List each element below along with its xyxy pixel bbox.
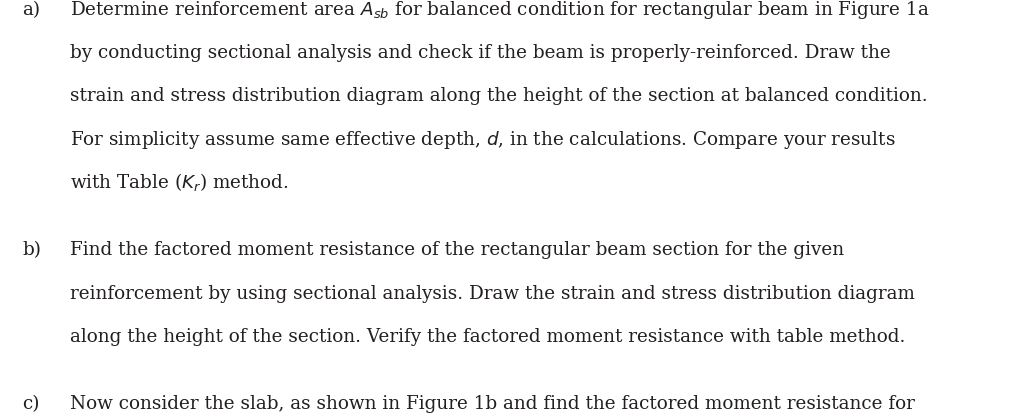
Text: b): b) — [23, 241, 42, 259]
Text: reinforcement by using sectional analysis. Draw the strain and stress distributi: reinforcement by using sectional analysi… — [70, 285, 914, 303]
Text: along the height of the section. Verify the factored moment resistance with tabl: along the height of the section. Verify … — [70, 328, 905, 346]
Text: a): a) — [23, 0, 41, 19]
Text: Now consider the slab, as shown in Figure 1b and find the factored moment resist: Now consider the slab, as shown in Figur… — [70, 395, 914, 413]
Text: by conducting sectional analysis and check if the beam is properly-reinforced. D: by conducting sectional analysis and che… — [70, 44, 891, 62]
Text: strain and stress distribution diagram along the height of the section at balanc: strain and stress distribution diagram a… — [70, 87, 928, 106]
Text: c): c) — [23, 395, 40, 413]
Text: Find the factored moment resistance of the rectangular beam section for the give: Find the factored moment resistance of t… — [70, 241, 844, 259]
Text: For simplicity assume same effective depth, $\mathit{d}$, in the calculations. C: For simplicity assume same effective dep… — [70, 129, 895, 151]
Text: Determine reinforcement area $\mathit{A}_{sb}$ for balanced condition for rectan: Determine reinforcement area $\mathit{A}… — [70, 0, 929, 20]
Text: with Table ($\mathit{K}_{r}$) method.: with Table ($\mathit{K}_{r}$) method. — [70, 171, 289, 193]
